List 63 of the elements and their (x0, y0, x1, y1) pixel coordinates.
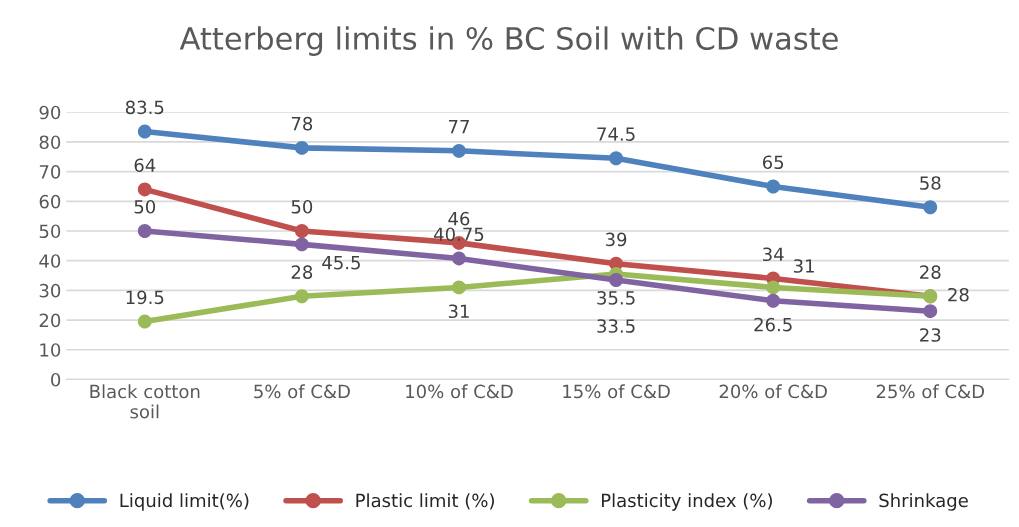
data-label: 78 (291, 116, 313, 131)
x-tick-label: Black cotton soil (90, 384, 200, 419)
data-label: 64 (134, 158, 156, 173)
legend-label: Liquid limit(%) (120, 493, 249, 511)
legend-label: Plasticity index (%) (602, 493, 772, 511)
data-label: 28 (920, 265, 941, 279)
y-tick-label: 30 (39, 283, 61, 298)
y-tick-label: 40 (39, 254, 61, 268)
data-label: 26.5 (754, 317, 792, 332)
point (294, 237, 309, 252)
x-tick-label: 5% of C&D (254, 384, 350, 399)
x-tick-label: 25% of C&D (876, 384, 984, 399)
y-tick-label: 0 (51, 372, 61, 387)
data-label: 83.5 (125, 100, 164, 115)
y-tick-label: 90 (39, 105, 61, 120)
y-tick-label: 60 (39, 194, 61, 209)
x-tick-label: 10% of C&D (406, 384, 513, 399)
point (452, 280, 466, 295)
data-label: 77 (448, 120, 469, 134)
data-label: 50 (134, 199, 156, 214)
y-tick-label: 70 (39, 165, 61, 179)
point (294, 140, 309, 155)
data-label: 19.5 (126, 290, 164, 305)
point (452, 251, 466, 266)
data-label: 58 (920, 176, 941, 190)
point (137, 182, 152, 197)
data-label: 50 (291, 199, 313, 214)
data-label: 33.5 (597, 319, 635, 333)
data-label: 31 (448, 304, 469, 319)
data-label: 46 (448, 211, 470, 226)
data-label: 45.5 (322, 256, 360, 270)
point (294, 289, 309, 304)
y-tick-label: 10 (40, 343, 61, 357)
data-label: 28 (291, 265, 313, 279)
legend-label: Plastic limit (%) (356, 493, 494, 510)
y-tick-label: 50 (39, 224, 61, 239)
data-label: 39 (605, 232, 627, 247)
data-label: 31 (793, 259, 814, 273)
chart-title: Atterberg limits in % BC Soil with CD waste (179, 26, 838, 56)
point (609, 151, 624, 166)
point (137, 314, 152, 329)
data-label: 23 (920, 328, 941, 342)
data-label: 65 (762, 155, 784, 170)
point (923, 200, 938, 215)
y-tick-label: 20 (39, 313, 61, 328)
point (294, 224, 309, 238)
point (452, 143, 466, 158)
data-label: 28 (948, 287, 969, 302)
point (766, 179, 781, 194)
x-tick-label: 20% of C&D (719, 384, 827, 399)
point (766, 280, 781, 295)
point (766, 293, 781, 308)
point (137, 124, 152, 139)
point (923, 304, 938, 319)
legend-label: Shrinkage (879, 493, 968, 511)
data-label: 34 (763, 247, 784, 262)
data-label: 35.5 (597, 291, 635, 305)
point (137, 224, 152, 238)
y-tick-label: 80 (39, 135, 61, 150)
data-label: 74.5 (597, 127, 635, 141)
point (609, 273, 624, 287)
data-label: 40.75 (434, 227, 484, 242)
x-tick-label: 15% of C&D (563, 384, 670, 399)
